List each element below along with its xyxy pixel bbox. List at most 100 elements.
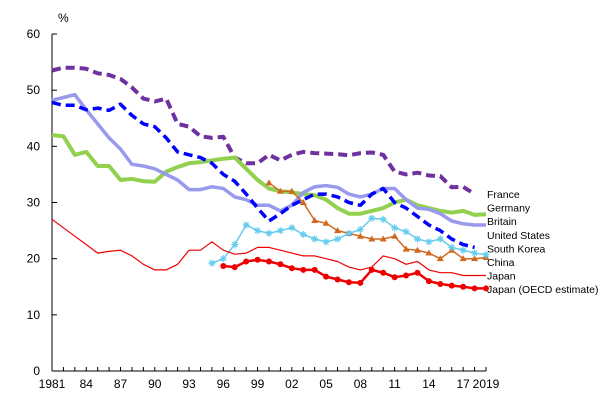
y-tick-label: 30 (27, 196, 41, 210)
data-point (254, 256, 261, 263)
x-tick-label: 87 (114, 377, 128, 391)
data-point (208, 259, 216, 267)
series-china (208, 214, 490, 267)
data-point (300, 266, 307, 273)
data-point (276, 187, 284, 194)
data-point (323, 273, 330, 280)
y-tick-label: 60 (27, 27, 41, 41)
series-united-states (51, 100, 476, 250)
data-point (483, 285, 489, 292)
data-point (242, 221, 250, 229)
y-tick-label: 50 (27, 83, 41, 97)
data-point (265, 229, 273, 237)
x-tick-label: 14 (422, 377, 436, 391)
legend-entry-france: France (487, 189, 520, 201)
data-point (334, 235, 342, 243)
legend-entry-britain: Britain (487, 216, 517, 228)
x-tick-label: 90 (148, 377, 162, 391)
data-point (391, 232, 399, 239)
series-france (51, 65, 476, 196)
data-point (356, 225, 364, 233)
data-point (448, 243, 456, 251)
legend-entry-china: China (487, 257, 515, 269)
data-point (345, 229, 353, 237)
data-point (403, 272, 410, 279)
y-tick-label: 20 (27, 252, 41, 266)
y-tick-label: 0 (33, 364, 40, 378)
y-axis-unit-label: % (58, 11, 69, 25)
data-point (311, 216, 319, 223)
legend-entry-japan-oecd-estimate: Japan (OECD estimate) (487, 284, 598, 296)
data-point (391, 224, 399, 232)
data-point (220, 262, 227, 269)
legend-entry-japan: Japan (487, 271, 516, 283)
data-point (402, 228, 410, 236)
data-point (425, 249, 433, 256)
x-tick-label: 02 (285, 377, 299, 391)
series-line-japan (51, 218, 486, 277)
x-tick-label: 08 (354, 377, 368, 391)
data-point (311, 266, 318, 273)
data-point (266, 258, 272, 265)
series-line-britain (51, 92, 486, 227)
data-point (357, 279, 364, 286)
data-point (288, 265, 295, 272)
data-point (425, 278, 432, 285)
x-tick-label: 84 (80, 377, 94, 391)
legend-entry-south-korea: South Korea (487, 243, 546, 255)
x-tick-label: 05 (319, 377, 333, 391)
data-point (254, 227, 262, 235)
data-point (276, 227, 284, 235)
data-point (219, 255, 227, 263)
data-point (368, 266, 375, 273)
data-point (402, 245, 410, 252)
x-tick-label: 96 (217, 377, 231, 391)
data-point (471, 249, 479, 257)
data-point (460, 283, 467, 290)
data-point (345, 279, 352, 286)
series-line-china (211, 217, 487, 264)
data-point (379, 235, 387, 242)
data-point (459, 246, 467, 254)
data-point (413, 246, 421, 253)
data-point (288, 224, 296, 232)
data-point (414, 269, 421, 276)
data-point (380, 269, 387, 276)
data-point (356, 232, 364, 239)
axes: 0 10 20 30 40 50 60 1981 84 87 90 93 96 99 02 05 08 11 14 1… (27, 27, 500, 391)
data-point (288, 187, 296, 194)
data-point (391, 274, 398, 281)
data-point (436, 255, 444, 262)
y-tick-label: 40 (27, 139, 41, 153)
series-japan-oecd-estimate (220, 256, 489, 292)
data-point (299, 199, 307, 205)
data-point (482, 251, 490, 259)
series-japan (51, 218, 486, 277)
data-point (368, 235, 376, 242)
data-point (231, 264, 238, 271)
x-tick-label: 2019 (473, 377, 500, 391)
x-tick-label: 99 (251, 377, 265, 391)
data-point (334, 276, 341, 283)
data-point (448, 282, 455, 289)
data-point (368, 214, 376, 222)
legend-entry-germany: Germany (487, 203, 531, 215)
data-point (311, 235, 319, 243)
data-point (334, 227, 342, 234)
x-tick-label: 93 (182, 377, 196, 391)
legend-entry-united-states: United States (487, 230, 550, 242)
x-tick-label: 1981 (39, 377, 66, 391)
series-line-france (51, 65, 476, 196)
series-line-japan-oecd-estimate (223, 258, 486, 290)
series-britain (51, 92, 486, 227)
data-point (437, 280, 444, 287)
data-point (471, 285, 478, 292)
data-point (243, 258, 250, 265)
data-point (379, 215, 387, 223)
data-point (322, 238, 330, 246)
series-group (51, 65, 490, 292)
data-point (459, 255, 467, 262)
